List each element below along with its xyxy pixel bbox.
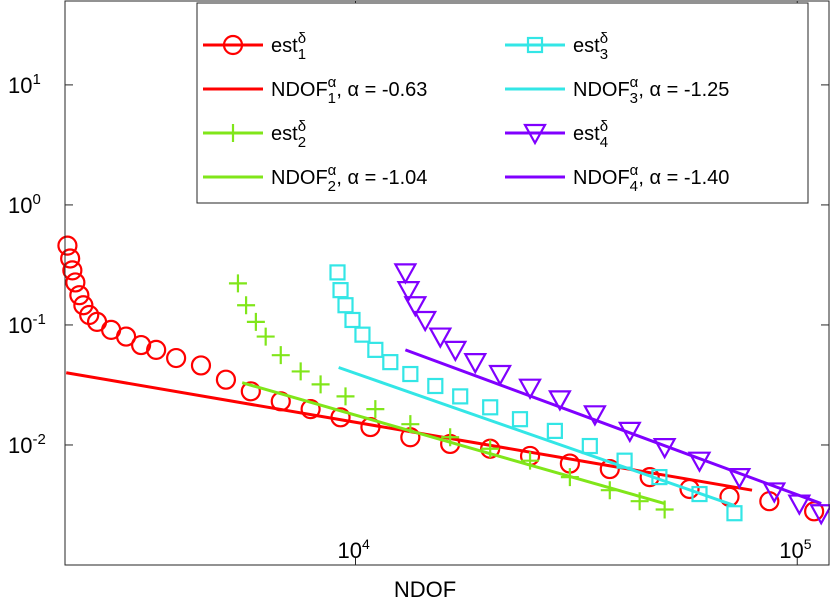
marker <box>511 411 529 428</box>
marker <box>518 378 542 400</box>
legend-label: est1δ <box>271 30 306 63</box>
marker <box>166 347 187 369</box>
marker <box>215 369 237 390</box>
marker <box>115 326 137 347</box>
marker <box>344 311 361 329</box>
marker <box>413 310 438 333</box>
marker <box>69 285 90 306</box>
line <box>241 381 666 506</box>
marker <box>130 334 152 356</box>
marker <box>271 346 290 365</box>
marker <box>336 387 355 406</box>
marker <box>329 264 346 281</box>
x-tick-label: 105 <box>779 536 811 563</box>
marker <box>583 405 607 427</box>
marker <box>691 485 708 503</box>
legend-label: NDOF3α, α = -1.25 <box>573 74 729 107</box>
legend-label: NDOF4α, α = -1.40 <box>573 162 729 195</box>
marker <box>73 295 94 316</box>
marker <box>581 437 598 455</box>
y-tick-label: 100 <box>8 191 41 218</box>
axes-box <box>64 0 830 566</box>
marker <box>62 260 83 281</box>
marker <box>367 341 384 358</box>
marker <box>402 365 419 383</box>
marker <box>228 274 247 293</box>
marker <box>146 339 167 360</box>
legend-label: est4δ <box>573 118 608 151</box>
marker <box>311 375 330 394</box>
marker <box>237 296 256 315</box>
marker <box>809 504 830 526</box>
marker <box>526 36 544 54</box>
marker <box>639 466 660 488</box>
marker <box>354 326 371 343</box>
marker <box>521 451 540 470</box>
marker <box>463 353 488 375</box>
y-tick-label: 10-2 <box>8 431 46 458</box>
marker <box>482 399 499 416</box>
line <box>404 348 822 505</box>
marker <box>60 248 81 269</box>
legend-label: NDOF2α, α = -1.04 <box>271 162 427 195</box>
marker <box>224 124 242 142</box>
y-tick-label: 101 <box>8 71 41 98</box>
marker <box>246 312 265 331</box>
marker <box>762 482 787 504</box>
marker <box>300 399 321 420</box>
legend-label: NDOF1α, α = -0.63 <box>271 74 427 107</box>
legend-label: est2δ <box>271 118 306 151</box>
marker <box>546 422 563 439</box>
y-tick-label: 10-1 <box>8 311 46 338</box>
marker <box>396 281 421 303</box>
marker <box>393 263 418 285</box>
legend-label: est3δ <box>573 30 608 63</box>
marker <box>443 340 468 363</box>
marker <box>240 381 261 402</box>
marker <box>256 327 275 346</box>
marker <box>65 272 86 293</box>
x-axis-label: NDOF <box>394 577 456 602</box>
marker <box>726 505 743 522</box>
marker <box>291 362 310 381</box>
marker <box>382 354 399 371</box>
marker <box>222 34 244 56</box>
marker <box>366 400 385 419</box>
line <box>338 366 735 507</box>
marker <box>190 355 212 376</box>
marker <box>428 327 453 349</box>
legend-box <box>196 2 809 204</box>
marker <box>57 235 78 256</box>
marker <box>548 390 572 412</box>
marker <box>403 296 428 318</box>
marker <box>488 364 512 387</box>
marker <box>427 377 444 395</box>
marker <box>523 123 547 146</box>
marker <box>727 467 752 490</box>
x-tick-label: 104 <box>337 536 369 563</box>
marker <box>599 458 620 480</box>
marker <box>452 388 469 405</box>
